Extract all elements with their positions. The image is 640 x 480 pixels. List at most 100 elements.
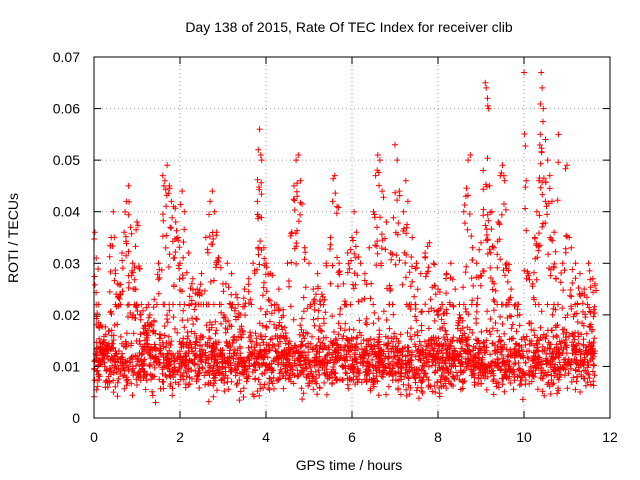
scatter-point — [412, 306, 419, 312]
scatter-point — [484, 102, 491, 109]
scatter-point — [145, 301, 152, 308]
scatter-point — [564, 385, 571, 392]
scatter-point — [484, 373, 491, 380]
scatter-point — [342, 357, 349, 364]
scatter-point — [310, 345, 317, 352]
scatter-point — [311, 306, 318, 313]
scatter-point — [501, 201, 507, 207]
scatter-point — [580, 336, 587, 343]
scatter-point — [513, 341, 520, 348]
scatter-point — [287, 303, 294, 310]
scatter-point — [176, 348, 183, 355]
scatter-point — [522, 371, 529, 378]
scatter-point — [316, 371, 323, 378]
scatter-point — [256, 261, 263, 268]
scatter-point — [188, 280, 195, 287]
scatter-point — [218, 370, 225, 377]
scatter-point — [408, 336, 415, 343]
scatter-point — [385, 354, 392, 361]
scatter-point — [332, 190, 339, 197]
scatter-point — [549, 311, 556, 318]
scatter-point — [418, 342, 424, 349]
scatter-point — [403, 224, 410, 231]
scatter-point — [123, 362, 130, 369]
scatter-point — [360, 349, 367, 356]
scatter-point — [403, 301, 410, 308]
scatter-point — [218, 376, 225, 383]
scatter-point — [385, 355, 391, 362]
scatter-point — [334, 203, 340, 210]
scatter-point — [581, 375, 588, 382]
scatter-point — [213, 327, 220, 334]
y-tick-label: 0.07 — [53, 49, 80, 65]
scatter-point — [392, 376, 399, 383]
scatter-point — [388, 256, 395, 263]
scatter-point — [314, 270, 321, 277]
scatter-point — [359, 354, 366, 361]
scatter-point — [99, 347, 105, 354]
scatter-point — [421, 338, 428, 345]
scatter-point — [166, 307, 173, 314]
scatter-point — [443, 331, 450, 338]
scatter-point — [479, 369, 486, 376]
scatter-point — [247, 296, 254, 303]
scatter-point — [522, 341, 529, 348]
scatter-point — [393, 335, 400, 342]
scatter-point — [434, 356, 441, 363]
scatter-point — [591, 303, 598, 310]
scatter-point — [499, 321, 506, 327]
scatter-point — [133, 226, 140, 233]
scatter-point — [467, 351, 474, 358]
scatter-point — [291, 182, 297, 189]
scatter-point — [563, 336, 569, 343]
scatter-point — [110, 369, 117, 376]
scatter-point — [523, 333, 530, 340]
scatter-point — [138, 365, 145, 372]
scatter-point — [374, 250, 381, 257]
scatter-point — [585, 260, 592, 267]
scatter-point — [518, 381, 525, 387]
scatter-point — [494, 251, 501, 258]
scatter-point — [381, 341, 387, 348]
scatter-point — [589, 368, 596, 375]
scatter-point — [557, 340, 564, 347]
scatter-point — [406, 352, 413, 359]
scatter-point — [145, 314, 152, 321]
scatter-point — [183, 341, 190, 348]
scatter-point — [431, 369, 438, 376]
scatter-point — [300, 390, 307, 397]
scatter-point — [306, 380, 313, 387]
scatter-point — [188, 328, 195, 335]
scatter-point — [555, 376, 562, 383]
scatter-point — [175, 381, 182, 388]
scatter-point — [370, 370, 377, 377]
scatter-point — [382, 333, 389, 340]
scatter-point — [587, 321, 594, 328]
scatter-point — [156, 376, 163, 383]
scatter-point — [412, 343, 419, 350]
scatter-point — [523, 348, 530, 355]
scatter-point — [560, 287, 567, 294]
scatter-point — [491, 307, 497, 314]
scatter-point — [407, 283, 414, 290]
scatter-point — [256, 320, 263, 327]
scatter-point — [408, 325, 414, 332]
scatter-point — [588, 342, 595, 349]
scatter-point — [435, 311, 442, 318]
scatter-point — [254, 198, 261, 205]
scatter-point — [446, 360, 453, 367]
scatter-point — [369, 356, 376, 363]
scatter-point — [568, 293, 575, 300]
scatter-point — [483, 327, 490, 334]
scatter-point — [442, 327, 449, 334]
scatter-point — [374, 378, 381, 385]
scatter-point — [511, 302, 518, 309]
scatter-point — [316, 385, 323, 392]
scatter-point — [268, 302, 275, 309]
scatter-point — [114, 393, 121, 400]
scatter-point — [402, 177, 409, 184]
scatter-point — [121, 229, 128, 236]
scatter-point — [272, 347, 279, 354]
scatter-point — [91, 281, 98, 288]
scatter-point — [380, 194, 387, 201]
